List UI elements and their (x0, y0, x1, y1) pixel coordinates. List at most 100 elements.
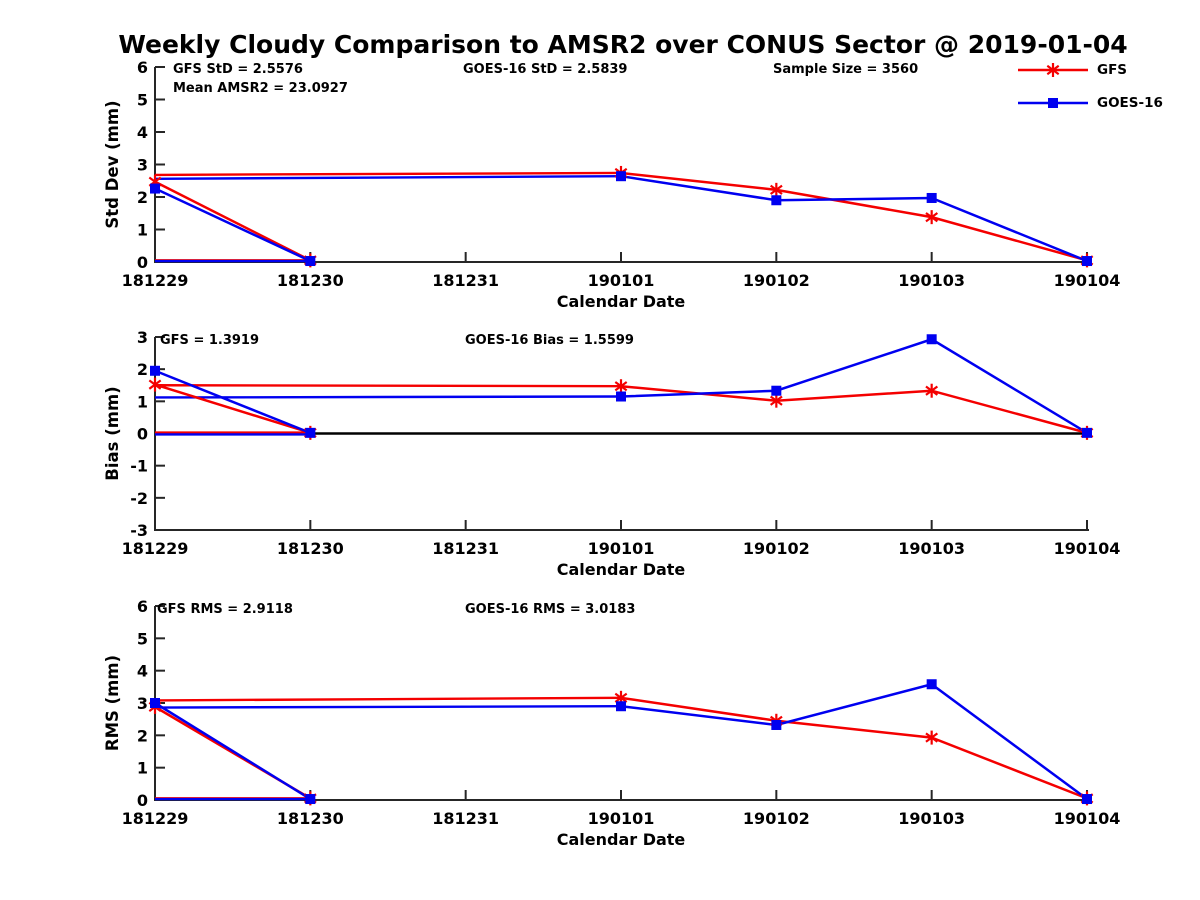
stddev-stat-annotation: GOES-16 StD = 2.5839 (463, 62, 627, 77)
x-tick-label: 181231 (432, 271, 499, 290)
goes-16-marker (150, 698, 160, 708)
x-tick-label: 190101 (588, 539, 655, 558)
goes-16-line (620, 174, 1088, 263)
x-tick-label: 190104 (1054, 539, 1121, 558)
y-tick-label: 4 (137, 662, 148, 681)
gfs-extra-line (154, 171, 622, 177)
x-tick-label: 190104 (1054, 809, 1121, 828)
y-axis-label: Bias (mm) (103, 386, 122, 480)
x-tick-label: 190103 (898, 539, 965, 558)
legend-item-goes-16: GOES-16 (1016, 95, 1163, 111)
goes-16-line (620, 337, 1088, 434)
goes-16-line (620, 682, 1088, 801)
x-tick-label: 190101 (588, 271, 655, 290)
figure-title: Weekly Cloudy Comparison to AMSR2 over C… (118, 30, 1128, 59)
gfs-marker (148, 377, 162, 392)
y-tick-label: 0 (137, 425, 148, 444)
y-tick-label: 6 (137, 597, 148, 616)
rms-chart: 0 1 2 3 4 5 6 181229 181230 181231 190101 190102 190… (103, 597, 1121, 849)
gfs-marker (769, 182, 783, 197)
rms-stat-annotation: GOES-16 RMS = 3.0183 (465, 602, 635, 617)
gfs-marker (769, 393, 783, 408)
bias-stat-annotation: GFS = 1.3919 (160, 333, 259, 348)
goes-16-marker (1082, 256, 1092, 267)
goes-16-marker (305, 256, 316, 267)
stddev-stat-annotation: Mean AMSR2 = 23.0927 (173, 81, 348, 96)
gfs-line (154, 383, 311, 435)
y-tick-label: -2 (130, 489, 148, 508)
bias-chart: -3 -2 -1 0 1 2 3 181229 181230 181231 190101 190102… (103, 328, 1121, 579)
x-tick-label: 190103 (898, 809, 965, 828)
x-tick-label: 181230 (277, 539, 344, 558)
x-tick-label: 181230 (277, 271, 344, 290)
x-tick-label: 181229 (122, 271, 189, 290)
stddev-stat-annotation: GFS StD = 2.5576 (173, 62, 303, 77)
gfs-marker (925, 383, 939, 398)
goes-16-marker (616, 391, 626, 402)
y-tick-label: 5 (137, 629, 148, 648)
gfs-marker (925, 730, 939, 745)
goes-16-marker (926, 334, 937, 345)
legend-item-gfs: GFS (1016, 62, 1163, 78)
stddev-stat-annotation: Sample Size = 3560 (773, 62, 918, 77)
goes-16-marker (771, 385, 782, 396)
goes-16-marker (1082, 427, 1092, 438)
x-tick-label: 181229 (122, 809, 189, 828)
legend: GFS GOES-16 (1016, 62, 1163, 128)
y-tick-label: 2 (137, 360, 148, 379)
y-tick-label: 2 (137, 726, 148, 745)
y-tick-label: 3 (137, 328, 148, 347)
x-axis-label: Calendar Date (557, 830, 686, 849)
x-tick-label: 181231 (432, 539, 499, 558)
x-tick-label: 190103 (898, 271, 965, 290)
x-tick-label: 181229 (122, 539, 189, 558)
y-tick-label: 0 (137, 253, 148, 272)
gfs-marker (614, 379, 628, 394)
y-axis-label: RMS (mm) (103, 655, 122, 751)
y-tick-label: 6 (137, 58, 148, 77)
gfs-line (620, 171, 1088, 262)
y-tick-label: 3 (137, 694, 148, 713)
x-tick-label: 190104 (1054, 271, 1121, 290)
goes-16-legend-marker-icon (1048, 98, 1058, 108)
y-tick-label: 1 (137, 392, 148, 411)
goes-extra-line (154, 705, 622, 709)
stddev-chart: 0 1 2 3 4 5 6 181229 181230 181231 190101 190102 190… (103, 58, 1121, 311)
goes-16-marker (771, 195, 782, 206)
rms-stat-annotation: GFS RMS = 2.9118 (157, 602, 293, 617)
x-tick-label: 190102 (743, 539, 810, 558)
goes-16-marker (616, 701, 626, 712)
y-tick-label: 1 (137, 759, 148, 778)
x-tick-label: 190101 (588, 809, 655, 828)
y-tick-label: 4 (137, 123, 148, 142)
y-tick-label: -3 (130, 521, 148, 540)
gfs-line (620, 696, 1088, 800)
gfs-legend-marker-icon (1046, 63, 1060, 77)
goes-16-marker (926, 679, 937, 690)
gfs-extra-line (154, 384, 622, 388)
goes-extra-line (154, 175, 622, 180)
bias-stat-annotation: GOES-16 Bias = 1.5599 (465, 333, 634, 348)
gfs-marker (925, 210, 939, 225)
goes-16-marker (1082, 794, 1092, 805)
goes-16-marker (150, 183, 160, 194)
goes-16-line (154, 369, 311, 435)
goes-16-line (154, 701, 311, 801)
legend-label: GOES-16 (1097, 95, 1163, 111)
x-tick-label: 181231 (432, 809, 499, 828)
gfs-line (154, 180, 311, 262)
goes-extra-line (154, 395, 622, 399)
goes-16-line (154, 187, 311, 263)
x-tick-label: 190102 (743, 271, 810, 290)
goes-16-legend-sample-icon (1018, 98, 1088, 108)
y-tick-label: -1 (130, 457, 148, 476)
x-tick-label: 190102 (743, 809, 810, 828)
goes-16-marker (305, 427, 316, 438)
y-axis-label: Std Dev (mm) (103, 100, 122, 228)
goes-16-marker (305, 794, 316, 805)
goes-16-marker (150, 365, 160, 376)
legend-label: GFS (1097, 62, 1128, 78)
y-tick-label: 0 (137, 791, 148, 810)
gfs-legend-sample-icon (1018, 63, 1088, 77)
